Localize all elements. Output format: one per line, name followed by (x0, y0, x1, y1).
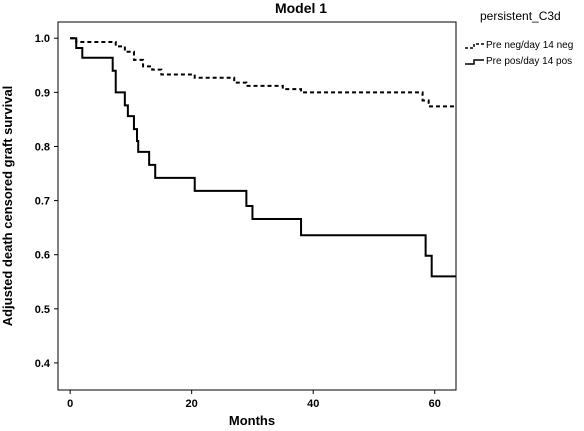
chart-title: Model 1 (275, 0, 327, 16)
x-tick-label: 60 (429, 398, 441, 410)
legend-label-pre-neg: Pre neg/day 14 neg (486, 40, 573, 51)
y-tick-label: 1.0 (35, 33, 50, 45)
legend: persistent_C3d Pre neg/day 14 neg Pre po… (465, 9, 573, 67)
y-tick-label: 0.7 (35, 196, 50, 208)
y-tick-label: 0.6 (35, 250, 50, 262)
legend-item-pre-neg: Pre neg/day 14 neg (465, 40, 573, 51)
plot-area (57, 21, 457, 391)
series-line-pre-pos-day-14-pos (70, 37, 456, 278)
legend-label-pre-pos: Pre pos/day 14 pos (486, 56, 572, 67)
y-tick-label: 0.9 (35, 87, 50, 99)
legend-title: persistent_C3d (480, 9, 561, 23)
x-axis-label: Months (229, 413, 275, 428)
x-tick-label: 0 (67, 398, 73, 410)
x-tick-label: 20 (186, 398, 198, 410)
x-tick-label: 40 (307, 398, 319, 410)
y-tick-label: 0.8 (35, 141, 50, 153)
y-axis-ticks: 0.4 0.5 0.6 0.7 0.8 0.9 1.0 (35, 33, 58, 370)
legend-swatch-pre-neg (465, 43, 484, 49)
plot-frame (57, 21, 457, 391)
legend-item-pre-pos: Pre pos/day 14 pos (465, 56, 572, 67)
x-axis-ticks: 0 20 40 60 (67, 390, 441, 410)
y-axis-label: Adjusted death censored graft survival (0, 86, 15, 327)
y-tick-label: 0.4 (35, 358, 51, 370)
y-tick-label: 0.5 (35, 304, 50, 316)
series-layer (70, 37, 456, 278)
legend-swatch-pre-pos (465, 59, 484, 65)
